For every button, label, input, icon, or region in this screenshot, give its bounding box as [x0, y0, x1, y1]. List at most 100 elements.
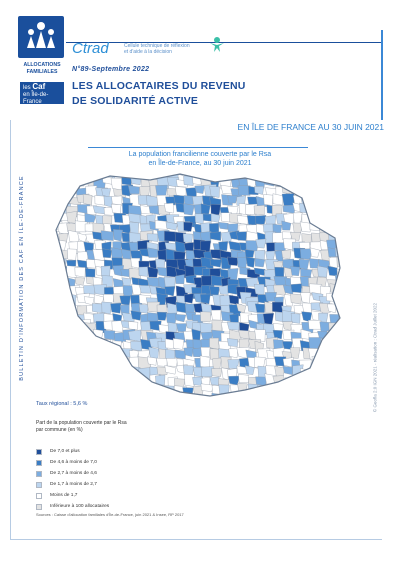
commune-cell	[101, 301, 112, 315]
commune-cell	[201, 366, 214, 378]
commune-cell	[113, 229, 123, 242]
commune-cell	[66, 383, 78, 394]
commune-cell	[336, 322, 340, 336]
commune-cell	[120, 248, 131, 260]
commune-cell	[281, 394, 294, 396]
commune-cell	[299, 174, 313, 179]
issue-number: N°89-Septembre 2022	[72, 66, 150, 73]
commune-cell	[255, 238, 267, 249]
commune-cell	[254, 186, 264, 195]
commune-cell	[218, 222, 229, 230]
commune-cell	[165, 221, 178, 231]
commune-cell	[253, 205, 265, 216]
commune-cell	[130, 341, 143, 352]
commune-cell	[263, 174, 277, 180]
commune-cell	[354, 207, 364, 219]
commune-cell	[67, 248, 77, 261]
commune-cell	[318, 174, 329, 178]
commune-cell	[147, 356, 157, 366]
commune-cell	[58, 193, 69, 204]
commune-cell	[326, 178, 338, 191]
commune-cell	[354, 258, 365, 266]
commune-cell	[174, 349, 186, 360]
commune-cell	[164, 242, 177, 251]
commune-cell	[100, 230, 114, 241]
commune-cell	[337, 394, 340, 396]
commune-cell	[95, 383, 107, 395]
commune-cell	[56, 393, 58, 396]
commune-cell	[310, 247, 320, 258]
commune-cell	[101, 248, 113, 258]
commune-cell	[147, 174, 160, 176]
commune-cell	[182, 387, 194, 396]
commune-cell	[56, 350, 68, 364]
commune-cell	[56, 330, 62, 341]
commune-cell	[75, 330, 88, 341]
commune-cell	[56, 251, 62, 261]
commune-cell	[356, 367, 369, 376]
commune-cell	[167, 392, 181, 396]
commune-cell	[95, 174, 107, 179]
commune-cell	[346, 215, 355, 225]
commune-cell	[103, 330, 116, 341]
commune-cell	[318, 346, 331, 356]
commune-cell	[112, 278, 124, 288]
commune-cell	[218, 174, 229, 182]
commune-cell	[59, 312, 71, 323]
commune-cell	[256, 394, 269, 396]
commune-cell	[353, 339, 365, 350]
commune-cell	[183, 393, 195, 396]
map-title-rule	[88, 147, 308, 148]
commune-cell	[85, 337, 97, 348]
commune-cell	[83, 382, 95, 392]
commune-cell	[355, 267, 365, 276]
commune-cell	[103, 375, 116, 385]
commune-cell	[354, 384, 363, 394]
commune-cell	[317, 265, 328, 278]
commune-cell	[218, 384, 230, 396]
commune-cell	[59, 286, 71, 300]
commune-cell	[57, 294, 69, 307]
commune-cell	[363, 391, 370, 398]
commune-cell	[229, 392, 242, 396]
commune-cell	[209, 231, 222, 241]
commune-cell	[253, 267, 266, 276]
commune-cell	[281, 220, 292, 231]
legend-item: De 1,7 à moins de 2,7	[36, 479, 109, 490]
commune-cell	[328, 357, 340, 370]
legend-swatch	[36, 448, 42, 455]
commune-cell	[56, 260, 58, 269]
commune-cell	[175, 314, 187, 323]
legend-swatch	[36, 503, 42, 510]
commune-cell	[281, 249, 292, 260]
commune-cell	[308, 176, 320, 188]
commune-cell	[172, 338, 185, 350]
commune-cell	[184, 293, 194, 304]
commune-cell	[226, 321, 240, 331]
commune-cell	[128, 384, 141, 395]
commune-cell	[56, 366, 58, 379]
commune-cell	[292, 174, 303, 181]
commune-cell	[236, 231, 247, 241]
commune-cell	[92, 303, 104, 314]
commune-cell	[274, 366, 285, 378]
commune-cell	[82, 193, 93, 206]
commune-cell	[335, 174, 340, 181]
commune-cell	[326, 392, 338, 396]
accent-line	[381, 30, 383, 120]
commune-cell	[209, 286, 220, 297]
commune-cell	[272, 301, 284, 313]
legend-label: De 4,6 à moins de 7,0	[50, 460, 97, 465]
commune-cell	[156, 311, 168, 321]
commune-cell	[335, 204, 340, 213]
commune-cell	[110, 365, 123, 376]
commune-cell	[77, 232, 88, 243]
commune-cell	[183, 175, 194, 186]
legend-title-line2: par commune (en %)	[36, 426, 83, 433]
bulletin-side-text: BULLETIN D'INFORMATION DES CAF EN ÎLE-DE…	[2, 150, 25, 400]
commune-cell	[148, 205, 161, 215]
commune-cell	[40, 251, 48, 262]
commune-cell	[41, 331, 53, 340]
commune-cell	[228, 347, 239, 359]
commune-cell	[302, 374, 315, 387]
